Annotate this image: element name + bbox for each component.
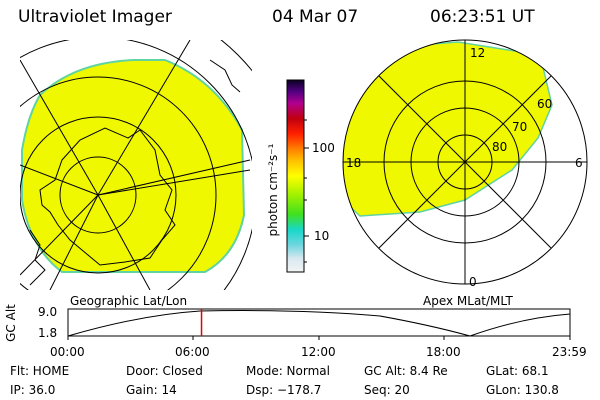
altitude-plot xyxy=(67,308,571,340)
colorbar-tick-10: 10 xyxy=(314,229,330,243)
info-gain: Gain: 14 xyxy=(126,383,177,397)
altitude-curve xyxy=(67,310,571,337)
aurora-image-right xyxy=(343,41,553,217)
x-tick-1800: 18:00 xyxy=(426,345,461,359)
aurora-image-left xyxy=(21,59,246,273)
right-map-caption: Apex MLat/MLT xyxy=(423,294,513,308)
geographic-map xyxy=(20,40,252,290)
time-label: 06:23:51 UT xyxy=(430,7,535,27)
mlat-label-70: 70 xyxy=(512,120,528,134)
mlt-label-12: 12 xyxy=(470,46,486,60)
info-mode: Mode: Normal xyxy=(246,364,330,378)
x-tick-0000: 00:00 xyxy=(50,345,85,359)
mlt-label-6: 6 xyxy=(575,156,583,170)
altitude-ymax: 9.0 xyxy=(38,305,58,319)
info-ip: IP: 36.0 xyxy=(10,383,56,397)
date-label: 04 Mar 07 xyxy=(272,7,359,27)
info-door: Door: Closed xyxy=(126,364,203,378)
mlat-label-80: 80 xyxy=(492,140,508,154)
magnetic-map xyxy=(342,39,588,285)
info-glat: GLat: 68.1 xyxy=(486,364,549,378)
x-tick-0600: 06:00 xyxy=(175,345,210,359)
info-dsp: Dsp: −178.7 xyxy=(246,383,322,397)
colorbar-tick-100: 100 xyxy=(312,141,335,155)
color-scale-bar xyxy=(286,79,305,273)
info-gc-alt: GC Alt: 8.4 Re xyxy=(364,364,448,378)
info-glon: GLon: 130.8 xyxy=(486,383,559,397)
coastline xyxy=(39,127,176,266)
info-flight: Flt: HOME xyxy=(10,364,70,378)
altitude-ymin: 1.8 xyxy=(38,326,58,340)
mlt-label-0: 0 xyxy=(469,275,477,289)
x-tick-1200: 12:00 xyxy=(301,345,336,359)
x-tick-2359: 23:59 xyxy=(552,345,587,359)
mlat-label-60: 60 xyxy=(537,97,553,111)
instrument-title: Ultraviolet Imager xyxy=(18,7,172,27)
info-seq: Seq: 20 xyxy=(364,383,410,397)
altitude-ylabel: GC Alt xyxy=(3,304,18,342)
colorbar-unit-label: photon cm⁻²s⁻¹ xyxy=(266,143,280,237)
mlt-label-18: 18 xyxy=(346,156,362,170)
left-map-caption: Geographic Lat/Lon xyxy=(70,294,188,308)
